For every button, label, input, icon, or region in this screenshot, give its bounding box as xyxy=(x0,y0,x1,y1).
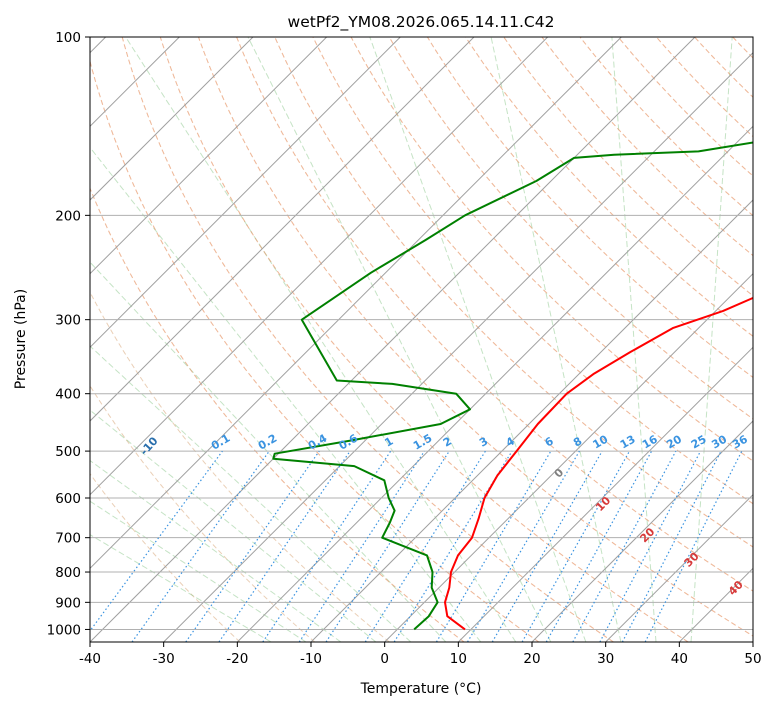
moist-adiabat xyxy=(90,146,482,642)
moist-adiabat-red xyxy=(90,187,465,642)
moist-adiabat xyxy=(247,37,552,642)
isotherm xyxy=(605,493,753,642)
moist-adiabat xyxy=(490,37,622,642)
y-tick-label: 200 xyxy=(55,208,81,224)
x-tick-label: 0 xyxy=(380,651,389,667)
temperature-profile xyxy=(444,296,753,631)
dry-adiabat xyxy=(90,291,390,642)
x-tick-label: -10 xyxy=(300,651,322,667)
moist-adiabat-red xyxy=(541,37,753,257)
moist-adiabat xyxy=(90,459,342,642)
isotherm xyxy=(90,37,254,201)
isotherm xyxy=(90,37,475,422)
mixing-ratio-line xyxy=(325,450,450,642)
moist-adiabat-red xyxy=(236,37,753,592)
moist-adiabat-red xyxy=(312,37,753,505)
dewpoint-profile xyxy=(272,141,753,631)
isotherm xyxy=(236,125,753,642)
mixing-ratio-line xyxy=(435,450,552,642)
mixing-ratio-line xyxy=(572,450,677,642)
isotherm xyxy=(457,346,753,642)
moist-adiabat-red xyxy=(656,37,753,138)
moist-adiabat xyxy=(90,534,272,642)
isotherm xyxy=(310,199,753,642)
isotherm xyxy=(90,37,401,349)
moist-adiabat xyxy=(90,261,447,642)
moist-adiabat-red xyxy=(388,37,753,420)
mixing-ratio-line xyxy=(218,450,351,642)
isotherm xyxy=(90,37,622,570)
moist-adiabat xyxy=(90,345,412,642)
isotherm xyxy=(163,51,753,642)
moist-adiabat-red xyxy=(198,37,753,637)
moist-adiabat xyxy=(690,37,733,642)
isotherm xyxy=(531,420,753,642)
y-axis-label: Pressure (hPa) xyxy=(13,289,29,389)
x-axis-label: Temperature (°C) xyxy=(360,681,482,697)
x-tick-label: 50 xyxy=(744,651,761,667)
isotherm xyxy=(90,37,549,496)
moist-adiabat-red xyxy=(465,37,753,337)
moist-adiabat-red xyxy=(121,37,614,642)
moist-adiabat-red xyxy=(274,37,753,548)
y-tick-label: 400 xyxy=(55,387,81,403)
y-tick-label: 500 xyxy=(55,444,81,460)
chart-title: wetPf2_YM08.2026.065.14.11.C42 xyxy=(288,13,555,32)
moist-adiabat xyxy=(90,500,307,642)
x-tick-label: -40 xyxy=(79,651,101,667)
mixing-ratio-line xyxy=(393,450,513,642)
mixing-ratio-line xyxy=(364,450,486,642)
moist-adiabat-red xyxy=(617,37,753,177)
plot-frame xyxy=(89,36,754,643)
x-tick-label: 30 xyxy=(597,651,614,667)
y-tick-label: 800 xyxy=(55,565,81,581)
isotherm xyxy=(90,37,328,275)
axis-ticks: -40 -30 -20 -10 0 10 20 30 40 50 1000 900 800 700 600 5… xyxy=(47,30,762,667)
y-tick-label: 300 xyxy=(55,313,81,329)
mixing-ratio-line xyxy=(185,450,320,642)
y-tick-label: 600 xyxy=(55,491,81,507)
moist-adiabat-red xyxy=(159,37,689,642)
x-tick-label: -30 xyxy=(153,651,175,667)
x-tick-label: 10 xyxy=(450,651,467,667)
moist-adiabat-red xyxy=(90,59,540,642)
moist-adiabat xyxy=(611,37,657,642)
isotherm xyxy=(90,37,696,642)
mixing-ratio-line xyxy=(466,450,580,642)
x-tick-label: 20 xyxy=(523,651,540,667)
isotherm xyxy=(384,272,753,642)
y-tick-label: 900 xyxy=(55,595,81,611)
mixing-ratio-line xyxy=(491,450,603,642)
y-tick-label: 100 xyxy=(55,30,81,46)
x-tick-label: -20 xyxy=(226,651,248,667)
x-tick-label: 40 xyxy=(671,651,688,667)
moist-adiabat-red xyxy=(426,37,753,379)
y-tick-label: 700 xyxy=(55,531,81,547)
plot-area: -100-90-80-70-60-50-40-30-20-100.10.20.4… xyxy=(90,37,753,642)
mixing-ratio-line xyxy=(521,450,631,642)
dry-adiabat xyxy=(90,472,241,642)
mixing-ratio-line xyxy=(545,450,653,642)
dry-adiabat xyxy=(90,384,316,642)
y-tick-label: 1000 xyxy=(47,622,81,638)
